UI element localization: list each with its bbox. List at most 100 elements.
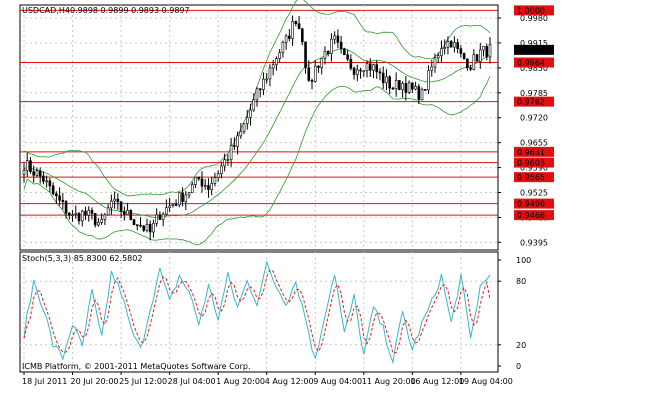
candle-body <box>297 23 301 30</box>
price-panel-frame <box>19 4 499 251</box>
stoch-tick-label: 80 <box>516 277 526 286</box>
time-tick-label: 18 Jul 2011 <box>22 377 67 386</box>
level-label: 0.9631 <box>517 148 545 157</box>
time-tick-label: 20 Jul 20:00 <box>71 377 119 386</box>
last-price-box <box>514 44 554 55</box>
candle-body <box>42 175 45 182</box>
candle-body <box>404 83 408 93</box>
stoch-tick-label: 100 <box>516 256 531 265</box>
candle-body <box>323 50 327 59</box>
candle-body <box>152 222 155 233</box>
candle-body <box>116 198 120 203</box>
candle-body <box>32 171 36 176</box>
candle-body <box>394 80 398 90</box>
candle-body <box>336 35 340 43</box>
candle-body <box>200 178 204 187</box>
candle-body <box>411 82 414 90</box>
candle-body <box>233 145 236 147</box>
candle-body <box>145 224 149 231</box>
candle-body <box>71 214 74 216</box>
candle-body <box>320 57 324 68</box>
stoch-main-line <box>23 260 491 365</box>
candle-body <box>326 50 330 54</box>
candle-body <box>87 210 91 216</box>
candle-body <box>362 70 366 73</box>
candle-body <box>197 176 201 180</box>
level-label-box <box>514 172 554 183</box>
time-tick-label: 19 Aug 04:00 <box>459 377 513 386</box>
candle-body <box>271 64 275 69</box>
candle-body <box>255 88 259 101</box>
candle-body <box>349 58 353 69</box>
price-tick-label: 0.9590 <box>520 164 548 173</box>
candle-body <box>181 192 184 202</box>
level-label-box <box>514 198 554 209</box>
candle-body <box>381 72 385 84</box>
price-tick-label: 0.9395 <box>520 238 548 247</box>
candle-body <box>148 224 152 233</box>
candle-body <box>55 193 58 197</box>
candle-body <box>365 63 369 72</box>
candle-body <box>187 192 191 196</box>
time-tick-label: 16 Aug 12:00 <box>410 377 464 386</box>
candle-body <box>168 205 171 208</box>
candle-body <box>317 65 320 68</box>
candle-body <box>398 80 401 90</box>
candle-body <box>135 224 139 226</box>
candles <box>22 15 492 241</box>
candle-body <box>313 65 317 82</box>
candle-body <box>281 41 285 54</box>
candle-body <box>262 78 265 91</box>
time-tick-label: 28 Jul 04:00 <box>168 377 216 386</box>
candle-body <box>58 195 61 201</box>
stoch-tick-label: 20 <box>516 341 526 350</box>
stoch-panel-frame <box>19 251 499 373</box>
candle-body <box>462 53 466 60</box>
candle-body <box>301 28 304 43</box>
candle-body <box>333 35 336 40</box>
candle-body <box>242 123 246 132</box>
candle-body <box>485 46 489 58</box>
candle-body <box>239 130 243 137</box>
candle-body <box>45 180 48 183</box>
price-tick-label: 0.9655 <box>520 139 548 148</box>
level-labels: 1.0000 0.9864 0.9762 0.9631 0.9603 0.9565 0.94… <box>514 5 554 221</box>
price-tick-label: 0.9850 <box>520 64 548 73</box>
level-label: 0.9864 <box>517 59 545 68</box>
candle-body <box>427 70 430 91</box>
level-label-box <box>514 96 554 107</box>
price-tick-label: 0.9525 <box>520 188 548 197</box>
candle-body <box>420 89 424 101</box>
candle-body <box>64 201 68 214</box>
candle-body <box>488 44 492 58</box>
candle-body <box>482 46 485 51</box>
candle-body <box>478 49 482 62</box>
level-label: 0.9565 <box>517 173 545 182</box>
candle-body <box>278 52 281 59</box>
ohlc-readout: 0.9898 0.9899 0.9893 0.9897 <box>70 6 190 15</box>
bollinger-middle <box>23 48 491 218</box>
candle-body <box>48 180 52 187</box>
stoch-lines <box>23 260 491 365</box>
candle-body <box>142 225 146 231</box>
time-tick-label: 9 Aug 04:00 <box>313 377 362 386</box>
candle-body <box>184 194 188 202</box>
candle-body <box>258 88 262 91</box>
copyright-text: ICMB Platform, © 2001-2011 MetaQuotes So… <box>22 362 251 371</box>
price-tick-label: 0.9980 <box>520 14 548 23</box>
candle-body <box>84 210 87 216</box>
candle-body <box>430 66 434 71</box>
candle-body <box>456 42 459 49</box>
candle-body <box>223 159 226 167</box>
candle-body <box>226 159 230 161</box>
candle-body <box>61 199 65 202</box>
level-label-box <box>514 157 554 168</box>
stoch-signal-line <box>23 269 491 354</box>
candle-body <box>123 211 126 215</box>
candle-body <box>194 176 197 185</box>
candle-body <box>330 38 333 54</box>
level-label: 0.9603 <box>517 159 545 168</box>
candle-body <box>132 219 136 225</box>
candle-body <box>414 86 417 90</box>
candle-body <box>158 214 162 220</box>
